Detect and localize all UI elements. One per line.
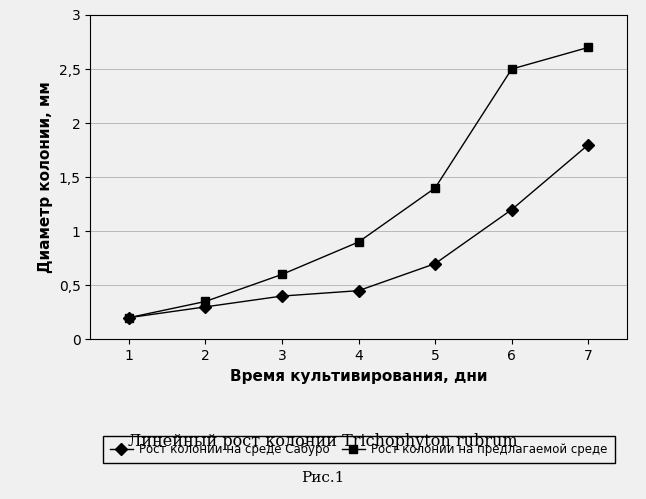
Рост колонии на предлагаемой среде	[278, 271, 286, 277]
Рост колонии на среде Сабуро	[508, 207, 516, 213]
Рост колонии на предлагаемой среде	[585, 44, 592, 50]
Рост колонии на среде Сабуро	[355, 287, 362, 293]
Рост колонии на среде Сабуро	[585, 142, 592, 148]
Line: Рост колонии на предлагаемой среде: Рост колонии на предлагаемой среде	[125, 43, 592, 322]
Рост колонии на среде Сабуро	[432, 260, 439, 266]
Рост колонии на среде Сабуро	[278, 293, 286, 299]
Line: Рост колонии на среде Сабуро: Рост колонии на среде Сабуро	[125, 141, 592, 322]
Text: Линейный рост колонии Trichophyton rubrum: Линейный рост колонии Trichophyton rubru…	[128, 433, 518, 450]
Text: Рис.1: Рис.1	[301, 471, 345, 485]
Рост колонии на среде Сабуро	[125, 315, 132, 321]
Рост колонии на предлагаемой среде	[432, 185, 439, 191]
Рост колонии на предлагаемой среде	[508, 66, 516, 72]
Legend: Рост колонии на среде Сабуро, Рост колонии на предлагаемой среде: Рост колонии на среде Сабуро, Рост колон…	[103, 436, 614, 463]
Рост колонии на предлагаемой среде	[125, 315, 132, 321]
Рост колонии на среде Сабуро	[202, 304, 209, 310]
Y-axis label: Диаметр колонии, мм: Диаметр колонии, мм	[38, 81, 53, 273]
Рост колонии на предлагаемой среде	[202, 298, 209, 304]
X-axis label: Время культивирования, дни: Время культивирования, дни	[230, 369, 487, 384]
Рост колонии на предлагаемой среде	[355, 239, 362, 245]
